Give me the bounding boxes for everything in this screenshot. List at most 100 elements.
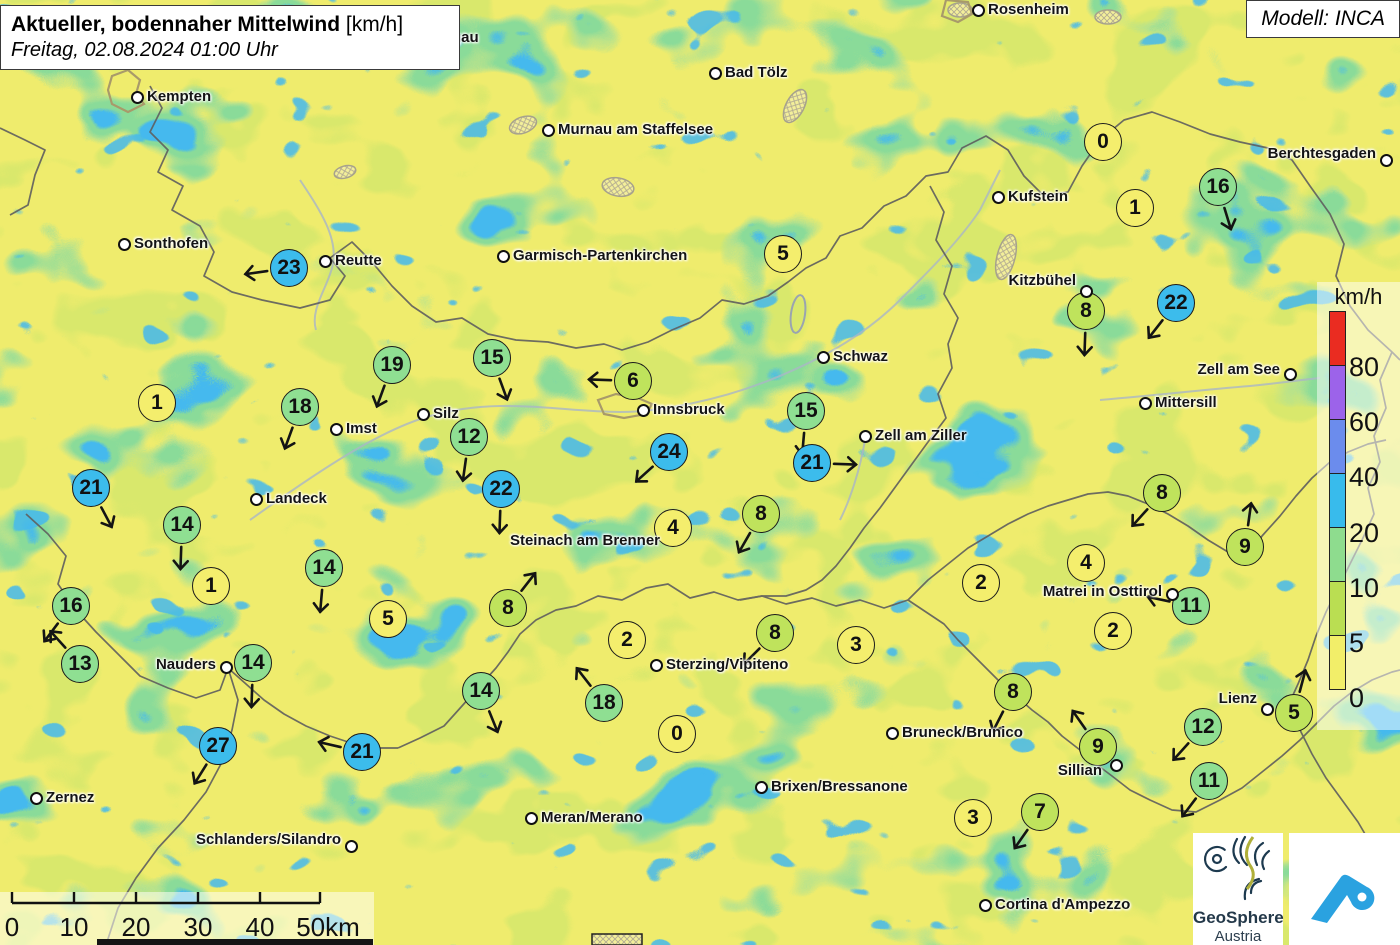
city-marker bbox=[130, 90, 144, 104]
wind-station-value: 0 bbox=[658, 715, 696, 753]
city-label: Meran/Merano bbox=[541, 809, 643, 826]
geosphere-country: Austria bbox=[1214, 928, 1262, 945]
rivers bbox=[249, 169, 1321, 521]
city-marker bbox=[344, 839, 358, 853]
legend-band bbox=[1329, 527, 1346, 582]
legend-tick-label: 0 bbox=[1349, 682, 1365, 713]
city-label: Nauders bbox=[155, 656, 216, 673]
legend-tick-label: 40 bbox=[1349, 462, 1380, 493]
wind-station-value: 21 bbox=[72, 469, 110, 507]
city-marker bbox=[416, 407, 430, 421]
city-marker bbox=[991, 190, 1005, 204]
geosphere-logo: GeoSphere Austria bbox=[1193, 833, 1284, 945]
legend-title: km/h bbox=[1334, 284, 1383, 309]
city-label: Brixen/Bressanone bbox=[771, 778, 908, 795]
city-marker bbox=[1379, 153, 1393, 167]
city-marker bbox=[1079, 284, 1093, 298]
geosphere-logo-icon bbox=[1203, 835, 1271, 901]
legend-band bbox=[1329, 581, 1346, 636]
wind-station-value: 15 bbox=[473, 339, 511, 377]
city-label: Kufstein bbox=[1008, 188, 1068, 205]
scale-bar: 0 10 20 30 40 50km bbox=[5, 892, 360, 942]
city-marker bbox=[117, 237, 131, 251]
city-marker bbox=[1109, 758, 1123, 772]
city-label: Mittersill bbox=[1155, 394, 1217, 411]
city-marker bbox=[1138, 396, 1152, 410]
wind-station-value: 4 bbox=[1067, 544, 1105, 582]
city-marker bbox=[219, 660, 233, 674]
city-marker bbox=[496, 249, 510, 263]
city-label: Murnau am Staffelsee bbox=[558, 121, 714, 138]
legend-tick-label: 60 bbox=[1349, 407, 1380, 438]
city-label: Zell am See bbox=[1197, 361, 1280, 378]
geosphere-name: GeoSphere bbox=[1193, 908, 1284, 927]
wind-station-value: 18 bbox=[585, 684, 623, 722]
scale-tick-label: 50km bbox=[296, 912, 360, 942]
legend-band bbox=[1329, 365, 1346, 420]
wind-station-value: 8 bbox=[1143, 474, 1181, 512]
city-marker bbox=[249, 492, 263, 506]
wind-station-value: 2 bbox=[1094, 612, 1132, 650]
city-label: Schlanders/Silandro bbox=[195, 831, 341, 848]
wind-station-value: 27 bbox=[199, 727, 237, 765]
city-marker bbox=[885, 726, 899, 740]
city-label: Landeck bbox=[266, 490, 327, 507]
city-label: Bruneck/Brunico bbox=[902, 724, 1023, 741]
wind-station-value: 9 bbox=[1226, 528, 1264, 566]
city-label: Garmisch-Partenkirchen bbox=[513, 247, 688, 264]
wind-station-value: 7 bbox=[1021, 793, 1059, 831]
city-label: Matrei in Osttirol bbox=[1042, 583, 1162, 600]
mountain-arrow-icon bbox=[1310, 874, 1374, 923]
wind-station-value: 8 bbox=[1067, 292, 1105, 330]
wind-station-value: 14 bbox=[305, 549, 343, 587]
timestamp: Freitag, 02.08.2024 01:00 Uhr bbox=[11, 39, 278, 61]
page-title: Aktueller, bodennaher Mittelwind [km/h] bbox=[11, 11, 449, 38]
wind-station-value: 22 bbox=[1157, 284, 1195, 322]
wind-station-value: 12 bbox=[450, 418, 488, 456]
city-label: Sonthofen bbox=[134, 235, 209, 252]
wind-station-value: 21 bbox=[343, 733, 381, 771]
wind-station-value: 14 bbox=[163, 506, 201, 544]
legend-tick-label: 80 bbox=[1349, 352, 1380, 383]
wind-station-value: 1 bbox=[138, 384, 176, 422]
wind-station-value: 1 bbox=[192, 567, 230, 605]
wind-station-value: 6 bbox=[614, 362, 652, 400]
title-box: Aktueller, bodennaher Mittelwind [km/h] … bbox=[0, 5, 460, 70]
wind-station-value: 14 bbox=[462, 672, 500, 710]
city-label: Bad Tölz bbox=[725, 64, 788, 81]
wind-station-value: 3 bbox=[954, 799, 992, 837]
city-label: Rosenheim bbox=[988, 1, 1069, 18]
model-label: Modell: INCA bbox=[1246, 0, 1400, 38]
wind-station-value: 0 bbox=[1084, 123, 1122, 161]
legend: km/h 80 60 40 20 10 5 0 bbox=[1317, 282, 1400, 730]
wind-station-value: 9 bbox=[1079, 728, 1117, 766]
wind-station-value: 14 bbox=[234, 644, 272, 682]
wind-station-value: 5 bbox=[369, 600, 407, 638]
city-marker bbox=[524, 811, 538, 825]
scale-tick-label: 30 bbox=[184, 912, 213, 942]
city-marker bbox=[978, 898, 992, 912]
wind-station-value: 5 bbox=[764, 235, 802, 273]
wind-station-value: 15 bbox=[787, 392, 825, 430]
wind-station-value: 22 bbox=[482, 470, 520, 508]
city-marker bbox=[541, 123, 555, 137]
city-label: Kitzbühel bbox=[1008, 272, 1077, 289]
wind-station-value: 8 bbox=[994, 673, 1032, 711]
wind-station-value: 19 bbox=[373, 346, 411, 384]
city-marker bbox=[708, 66, 722, 80]
city-label: Schwaz bbox=[833, 348, 889, 365]
wind-station-value: 12 bbox=[1184, 708, 1222, 746]
wind-station-value: 1 bbox=[1116, 189, 1154, 227]
city-label: Lienz bbox=[1218, 690, 1257, 707]
city-marker bbox=[29, 791, 43, 805]
legend-tick-label: 5 bbox=[1349, 627, 1365, 658]
city-label: Cortina d'Ampezzo bbox=[995, 896, 1131, 913]
partner-logo bbox=[1289, 833, 1400, 945]
city-label: Steinach am Brenner bbox=[509, 532, 661, 549]
city-marker bbox=[816, 350, 830, 364]
title-unit: [km/h] bbox=[340, 13, 404, 36]
city-label: Kempten bbox=[147, 88, 212, 105]
city-label: Zell am Ziller bbox=[875, 427, 967, 444]
